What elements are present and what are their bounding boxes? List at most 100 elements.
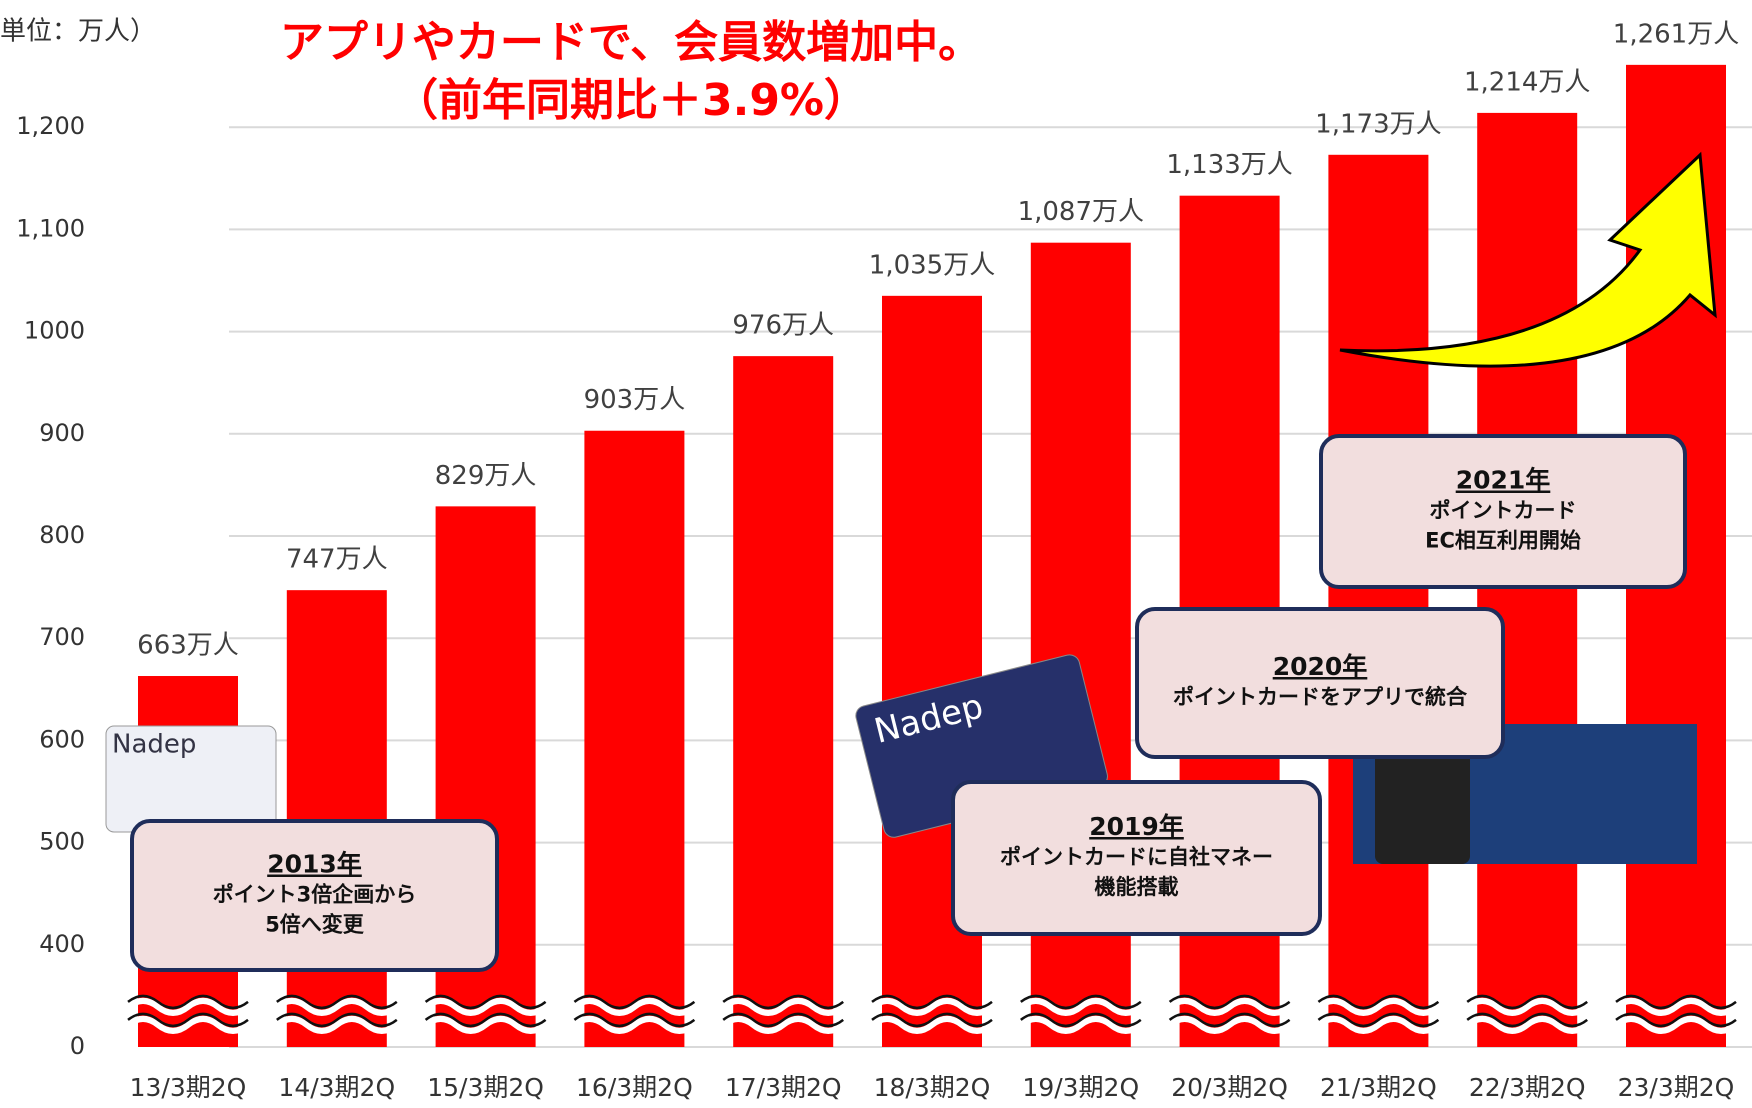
annotation-text: ポイント3倍企画から — [213, 883, 417, 907]
card-logo: Nadep — [112, 730, 196, 760]
value-label: 903万人 — [584, 385, 686, 415]
bar — [286, 590, 387, 1047]
axis-break — [1018, 997, 1143, 1016]
y-tick-label: 600 — [39, 725, 85, 753]
axis-break — [127, 994, 249, 1010]
axis-break — [126, 997, 250, 1016]
y-tick-label: 800 — [39, 521, 85, 549]
axis-break — [870, 1015, 994, 1034]
annotation-text: ポイントカード — [1430, 499, 1577, 523]
axis-break — [1317, 1012, 1440, 1028]
axis-break — [1020, 994, 1142, 1010]
annotation-text: ポイントカードに自社マネー — [1000, 845, 1273, 869]
annotation-box — [1319, 434, 1687, 589]
axis-break — [1465, 1015, 1590, 1034]
axis-break — [274, 997, 399, 1016]
axis-break — [721, 997, 846, 1016]
y-tick-label: 400 — [39, 930, 85, 958]
axis-break — [274, 1015, 399, 1034]
axis-break — [1465, 997, 1590, 1016]
x-tick-label: 13/3期2Q — [130, 1073, 247, 1102]
x-tick-label: 15/3期2Q — [427, 1073, 544, 1102]
annotation-year: 2020年 — [1273, 652, 1368, 681]
x-tick-label: 23/3期2Q — [1618, 1073, 1735, 1102]
annotation-text: ポイントカードをアプリで統合 — [1173, 685, 1468, 709]
axis-break — [423, 997, 548, 1016]
bar — [733, 356, 834, 1047]
annotation-box — [130, 819, 499, 972]
annotation-year: 2013年 — [267, 850, 362, 879]
y-tick-label: 900 — [39, 419, 85, 447]
x-tick-label: 18/3期2Q — [874, 1073, 991, 1102]
arrow — [1339, 151, 1717, 368]
y-tick-label: 0 — [70, 1032, 85, 1060]
y-tick-label: 1000 — [24, 317, 85, 345]
annotation-box — [951, 780, 1322, 936]
bar — [584, 430, 685, 1047]
axis-break — [424, 994, 547, 1010]
axis-break — [1168, 1012, 1291, 1028]
value-label: 663万人 — [137, 631, 239, 661]
axis-break — [870, 997, 994, 1016]
y-tick-label: 500 — [39, 828, 85, 856]
value-label: 1,173万人 — [1315, 109, 1441, 139]
value-label: 1,133万人 — [1166, 150, 1292, 180]
x-tick-label: 14/3期2Q — [278, 1073, 395, 1102]
value-label: 1,087万人 — [1018, 197, 1144, 227]
axis-break — [1020, 1012, 1142, 1028]
annotation-text: 5倍へ変更 — [265, 913, 365, 937]
axis-break — [276, 994, 398, 1010]
annotation-text: 機能搭載 — [1095, 875, 1179, 899]
card-image: Nadep — [105, 725, 277, 833]
y-tick-label: 700 — [39, 623, 85, 651]
axis-break — [871, 994, 993, 1010]
axis-break — [573, 994, 696, 1010]
axis-break — [423, 1015, 548, 1034]
axis-break — [1018, 1015, 1143, 1034]
axis-break — [572, 997, 697, 1016]
bar — [1328, 154, 1429, 1047]
axis-break — [1168, 994, 1291, 1010]
unit-label: 単位：万人） — [0, 17, 156, 47]
axis-break — [1316, 997, 1441, 1016]
x-tick-label: 16/3期2Q — [576, 1073, 693, 1102]
axis-break — [1167, 1015, 1292, 1034]
axis-break — [572, 1015, 697, 1034]
y-tick-label: 1,200 — [16, 112, 85, 140]
x-tick-label: 17/3期2Q — [725, 1073, 842, 1102]
value-label: 976万人 — [732, 311, 834, 341]
axis-break — [1466, 1012, 1588, 1028]
annotation-text: EC相互利用開始 — [1425, 529, 1581, 553]
axis-break — [722, 994, 844, 1010]
annotation-year: 2019年 — [1089, 812, 1184, 841]
axis-break — [276, 1012, 398, 1028]
y-tick-label: 1,100 — [16, 214, 85, 242]
value-label: 1,214万人 — [1464, 67, 1590, 97]
axis-break — [1615, 1012, 1737, 1028]
x-tick-label: 19/3期2Q — [1022, 1073, 1139, 1102]
axis-break — [1167, 997, 1292, 1016]
chart-subtitle: （前年同期比＋3.9%） — [394, 75, 868, 126]
axis-break — [573, 1012, 696, 1028]
axis-break — [871, 1012, 993, 1028]
value-label: 829万人 — [435, 461, 537, 491]
axis-break — [126, 1015, 250, 1034]
axis-break — [722, 1012, 844, 1028]
x-tick-label: 20/3期2Q — [1171, 1073, 1288, 1102]
axis-break — [1614, 1015, 1738, 1034]
axis-break — [1466, 994, 1588, 1010]
chart-title: アプリやカードで、会員数増加中。 — [280, 17, 982, 68]
axis-break — [127, 1012, 249, 1028]
value-label: 1,035万人 — [869, 250, 995, 280]
value-label: 1,261万人 — [1613, 19, 1739, 49]
annotation-box — [1135, 607, 1505, 759]
axis-break — [721, 1015, 846, 1034]
annotation-year: 2021年 — [1456, 466, 1551, 495]
axis-break — [424, 1012, 547, 1028]
axis-break — [1615, 994, 1737, 1010]
axis-break — [1614, 997, 1738, 1016]
value-label: 747万人 — [286, 545, 388, 575]
